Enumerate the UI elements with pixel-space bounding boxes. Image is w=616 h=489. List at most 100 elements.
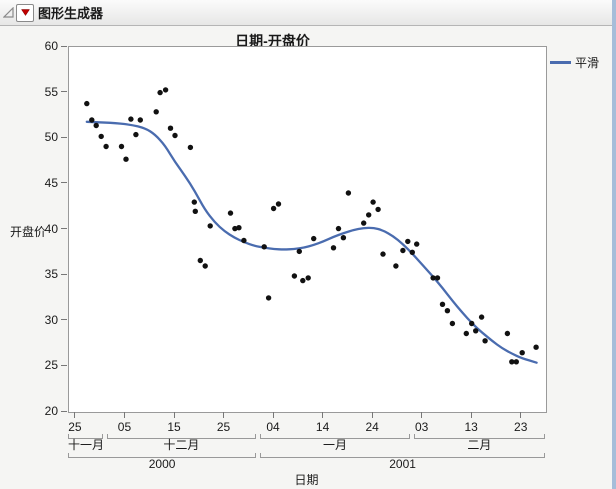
data-point[interactable] bbox=[227, 210, 234, 216]
y-tick-label: 25 bbox=[44, 358, 58, 373]
data-point[interactable] bbox=[430, 275, 436, 281]
data-point[interactable] bbox=[439, 301, 446, 307]
data-point[interactable] bbox=[103, 143, 109, 150]
year-label: 2000 bbox=[148, 457, 176, 471]
data-point[interactable] bbox=[241, 237, 247, 244]
data-point[interactable] bbox=[311, 235, 317, 242]
data-point[interactable] bbox=[275, 201, 282, 207]
data-point[interactable] bbox=[192, 208, 198, 214]
disclosure-triangle-icon[interactable] bbox=[3, 7, 14, 18]
data-point[interactable] bbox=[172, 132, 178, 139]
data-point[interactable] bbox=[133, 131, 139, 138]
smooth-line[interactable] bbox=[85, 120, 538, 364]
data-point[interactable] bbox=[291, 273, 298, 279]
data-point[interactable] bbox=[270, 205, 277, 212]
data-point[interactable] bbox=[340, 235, 347, 241]
window-edge-accent bbox=[612, 0, 616, 489]
data-point[interactable] bbox=[361, 220, 367, 226]
data-point[interactable] bbox=[513, 359, 519, 365]
data-point[interactable] bbox=[400, 247, 406, 254]
data-point[interactable] bbox=[473, 328, 479, 334]
data-point[interactable] bbox=[162, 87, 169, 93]
data-point[interactable] bbox=[469, 320, 475, 327]
legend-label[interactable]: 平滑 bbox=[575, 56, 600, 70]
data-point[interactable] bbox=[414, 241, 420, 247]
legend: 平滑 bbox=[550, 54, 599, 71]
data-point[interactable] bbox=[167, 125, 174, 131]
x-tick-label: 03 bbox=[414, 420, 429, 434]
data-point[interactable] bbox=[335, 225, 342, 232]
y-tick-label: 50 bbox=[44, 130, 58, 145]
data-point[interactable] bbox=[137, 117, 143, 123]
x-tick-label: 25 bbox=[216, 420, 231, 434]
data-point[interactable] bbox=[93, 122, 99, 129]
y-tick-label: 45 bbox=[44, 175, 58, 190]
data-point[interactable] bbox=[118, 143, 125, 150]
data-point[interactable] bbox=[504, 330, 511, 337]
month-label: 十二月 bbox=[163, 438, 200, 452]
x-axis-title: 日期 bbox=[294, 473, 319, 487]
data-point[interactable] bbox=[478, 314, 485, 320]
data-point[interactable] bbox=[191, 199, 197, 205]
data-point[interactable] bbox=[434, 275, 441, 281]
data-point[interactable] bbox=[409, 249, 415, 255]
data-point[interactable] bbox=[330, 245, 337, 251]
y-tick-label: 60 bbox=[44, 39, 58, 53]
data-point[interactable] bbox=[380, 251, 386, 257]
data-point[interactable] bbox=[265, 295, 272, 301]
data-point[interactable] bbox=[202, 263, 208, 269]
year-label: 2001 bbox=[389, 457, 416, 471]
y-tick-mark bbox=[61, 91, 67, 93]
data-point[interactable] bbox=[197, 257, 203, 264]
data-point[interactable] bbox=[393, 263, 399, 269]
y-tick-label: 30 bbox=[44, 312, 58, 327]
plot-area[interactable] bbox=[68, 46, 547, 413]
data-point[interactable] bbox=[123, 156, 129, 162]
x-tick-mark bbox=[520, 412, 522, 418]
data-point[interactable] bbox=[463, 330, 469, 337]
month-label: 一月 bbox=[322, 438, 347, 452]
x-tick-label: 05 bbox=[117, 420, 132, 434]
data-point[interactable] bbox=[296, 248, 302, 255]
data-point[interactable] bbox=[370, 199, 376, 205]
month-bracket bbox=[106, 434, 257, 439]
data-point[interactable] bbox=[305, 275, 311, 281]
data-point[interactable] bbox=[84, 100, 90, 107]
y-tick-mark bbox=[61, 228, 67, 229]
data-point[interactable] bbox=[444, 308, 451, 314]
data-point[interactable] bbox=[153, 109, 159, 115]
data-point[interactable] bbox=[375, 206, 381, 213]
data-point[interactable] bbox=[207, 223, 213, 229]
x-tick-mark bbox=[223, 412, 225, 418]
data-point[interactable] bbox=[300, 277, 306, 284]
data-point[interactable] bbox=[519, 350, 525, 356]
data-point[interactable] bbox=[345, 190, 352, 196]
x-tick-mark bbox=[322, 412, 324, 418]
data-point[interactable] bbox=[128, 116, 134, 122]
x-tick-mark bbox=[371, 412, 373, 418]
y-tick-label: 55 bbox=[44, 84, 58, 99]
y-tick-mark bbox=[61, 136, 67, 138]
x-tick-mark bbox=[173, 412, 175, 418]
data-point[interactable] bbox=[89, 117, 95, 123]
y-tick-mark bbox=[61, 319, 67, 321]
x-tick-mark bbox=[421, 412, 423, 418]
data-point[interactable] bbox=[366, 212, 372, 218]
x-tick-label: 23 bbox=[514, 420, 528, 434]
data-point[interactable] bbox=[157, 89, 163, 96]
data-point[interactable] bbox=[482, 338, 488, 344]
data-point[interactable] bbox=[405, 238, 411, 245]
data-point[interactable] bbox=[187, 144, 194, 151]
data-point[interactable] bbox=[509, 359, 515, 365]
month-label: 十一月 bbox=[68, 438, 105, 452]
y-tick-label: 35 bbox=[44, 267, 58, 282]
data-point[interactable] bbox=[261, 244, 267, 250]
year-bracket bbox=[68, 453, 257, 458]
plot-canvas[interactable] bbox=[69, 47, 546, 412]
month-bracket bbox=[413, 434, 545, 439]
data-point[interactable] bbox=[449, 320, 456, 327]
red-triangle-menu-button[interactable] bbox=[16, 3, 34, 22]
data-point[interactable] bbox=[98, 133, 104, 140]
data-point[interactable] bbox=[236, 225, 242, 231]
data-point[interactable] bbox=[533, 344, 539, 350]
